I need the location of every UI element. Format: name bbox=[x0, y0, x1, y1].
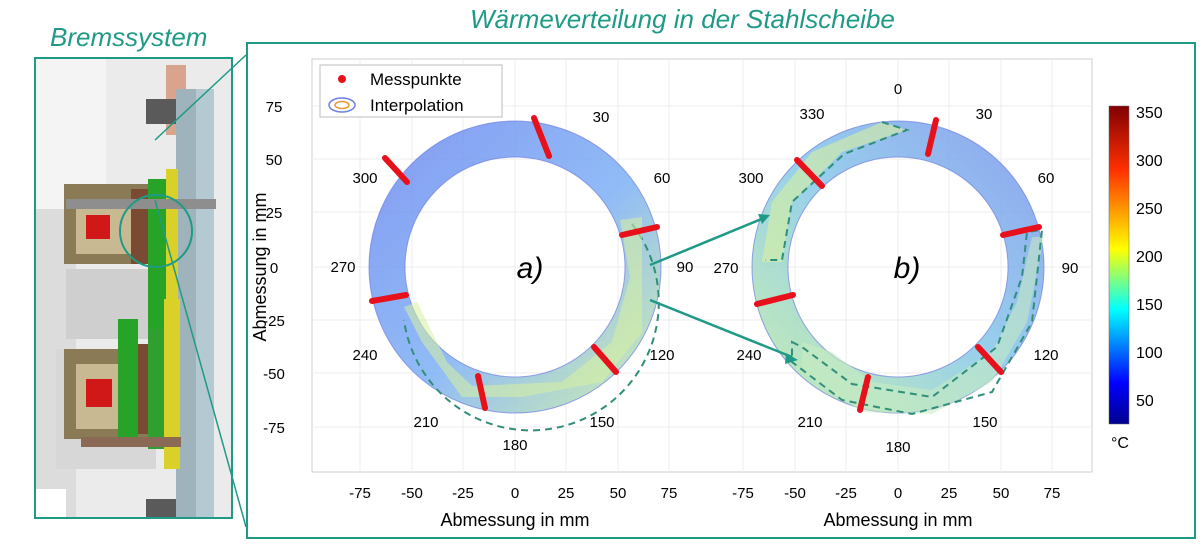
heat-shift-arrows bbox=[649, 214, 798, 364]
angle-label-a: 150 bbox=[589, 414, 614, 431]
colorbar-tick: 250 bbox=[1136, 201, 1163, 218]
angle-label-b: 30 bbox=[976, 106, 993, 123]
colorbar: 350 300 250 200 150 100 50 °C bbox=[1108, 105, 1163, 452]
ring-b bbox=[751, 117, 1045, 416]
xtick-b: -25 bbox=[835, 485, 857, 502]
angle-label-a: 210 bbox=[413, 414, 438, 431]
angle-label-a: 240 bbox=[352, 347, 377, 364]
angle-label-a: 270 bbox=[330, 259, 355, 276]
legend-interpolation-icon bbox=[328, 97, 356, 113]
angle-label-b: 60 bbox=[1038, 170, 1055, 187]
ytick: -50 bbox=[263, 366, 285, 383]
label-b: b) bbox=[894, 252, 921, 285]
angle-label-a: 300 bbox=[352, 170, 377, 187]
angle-label-a: 180 bbox=[502, 437, 527, 454]
xtick-b: 50 bbox=[993, 485, 1010, 502]
angle-label-b: 180 bbox=[885, 439, 910, 456]
ytick: 25 bbox=[266, 205, 283, 222]
colorbar-tick: 300 bbox=[1136, 153, 1163, 170]
ring-a bbox=[368, 115, 662, 432]
colorbar-tick: 350 bbox=[1136, 105, 1163, 122]
colorbar-tick: 200 bbox=[1136, 249, 1163, 266]
xtick-a: 0 bbox=[511, 485, 519, 502]
ytick: -25 bbox=[263, 313, 285, 330]
x-axis-label-b: Abmessung in mm bbox=[823, 510, 972, 530]
xtick-b: 25 bbox=[941, 485, 958, 502]
colorbar-tick: 150 bbox=[1136, 297, 1163, 314]
xtick-a: -75 bbox=[349, 485, 371, 502]
heat-distribution-panel: 75 50 25 0 -25 -50 -75 Abmessung in mm -… bbox=[246, 42, 1196, 539]
angle-label-b: 240 bbox=[736, 347, 761, 364]
ytick: 50 bbox=[266, 152, 283, 169]
label-a: a) bbox=[517, 252, 544, 285]
main-title: Wärmeverteilung in der Stahlscheibe bbox=[470, 4, 895, 34]
angle-label-b: 300 bbox=[738, 170, 763, 187]
xtick-a: 25 bbox=[558, 485, 575, 502]
angle-label-b: 270 bbox=[713, 260, 738, 277]
angle-label-a: 90 bbox=[677, 259, 694, 276]
brake-system-image bbox=[34, 57, 233, 519]
legend-measure-label: Messpunkte bbox=[370, 70, 462, 89]
colorbar-tick: 50 bbox=[1136, 393, 1154, 410]
angle-label-b: 120 bbox=[1033, 347, 1058, 364]
xtick-a: -25 bbox=[452, 485, 474, 502]
ytick: -75 bbox=[263, 420, 285, 437]
y-axis-label: Abmessung in mm bbox=[250, 192, 270, 341]
legend-measure-marker bbox=[338, 75, 346, 83]
angle-label-b: 0 bbox=[894, 81, 902, 98]
angle-label-b: 330 bbox=[799, 106, 824, 123]
angle-label-b: 210 bbox=[797, 414, 822, 431]
xtick-a: -50 bbox=[401, 485, 423, 502]
legend: Messpunkte Interpolation bbox=[319, 64, 503, 118]
legend-interpolation-label: Interpolation bbox=[370, 96, 464, 115]
angle-label-a: 30 bbox=[593, 109, 610, 126]
angle-label-a: 60 bbox=[654, 170, 671, 187]
x-axis-label-a: Abmessung in mm bbox=[440, 510, 589, 530]
angle-label-a: 120 bbox=[649, 347, 674, 364]
colorbar-unit: °C bbox=[1111, 435, 1129, 452]
angle-label-b: 90 bbox=[1062, 260, 1079, 277]
colorbar-tick: 100 bbox=[1136, 345, 1163, 362]
xtick-b: -50 bbox=[784, 485, 806, 502]
xtick-a: 50 bbox=[610, 485, 627, 502]
bremssystem-title: Bremssystem bbox=[50, 22, 208, 52]
xtick-b: 0 bbox=[894, 485, 902, 502]
xtick-b: -75 bbox=[732, 485, 754, 502]
xtick-b: 75 bbox=[1044, 485, 1061, 502]
angle-label-b: 150 bbox=[972, 414, 997, 431]
xtick-a: 75 bbox=[661, 485, 678, 502]
ytick: 0 bbox=[270, 260, 278, 277]
ytick: 75 bbox=[266, 99, 283, 116]
